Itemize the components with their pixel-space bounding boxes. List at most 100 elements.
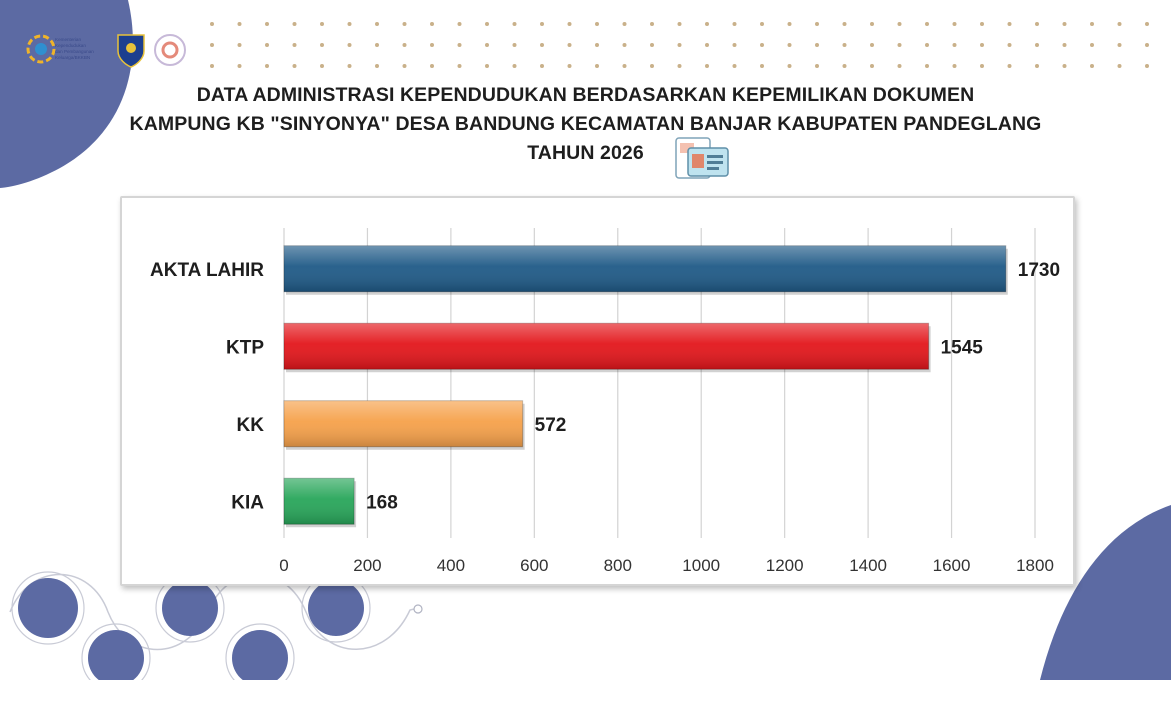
decor-dot (1062, 64, 1067, 68)
decor-dot (210, 64, 214, 68)
pandeglang-seal-icon (117, 34, 145, 68)
bar-highlight (284, 478, 355, 525)
category-label: KTP (226, 337, 264, 358)
decor-dot (732, 64, 737, 68)
decor-dot (1035, 64, 1039, 68)
decor-dot (650, 64, 654, 68)
category-label: AKTA LAHIR (150, 260, 264, 281)
decor-dot (540, 22, 544, 26)
decor-dot (1145, 22, 1149, 26)
decor-dot (237, 22, 242, 26)
decor-dot (980, 22, 984, 26)
decor-dot (567, 22, 572, 26)
decor-dot (430, 64, 434, 68)
decor-dot (375, 22, 379, 26)
decor-dot (1090, 43, 1094, 47)
decor-dot (375, 64, 379, 68)
decor-dot (430, 22, 434, 26)
kemendukbangga-logo-icon (26, 34, 56, 64)
decor-dot (265, 43, 269, 47)
decor-dot (760, 22, 764, 26)
decor-dot (512, 64, 517, 68)
x-tick-label: 800 (604, 556, 632, 575)
decor-dot (540, 64, 544, 68)
decor-dot (732, 22, 737, 26)
category-label: KIA (231, 492, 264, 513)
decor-dot (870, 43, 874, 47)
x-tick-label: 1000 (682, 556, 720, 575)
decor-dot (292, 64, 297, 68)
decor-dot (897, 43, 902, 47)
decor-dot (512, 22, 517, 26)
decor-dot (485, 43, 489, 47)
decor-dot (677, 22, 682, 26)
bar-chart: AKTA LAHIR 1730 KTP 1545 KK 572 KIA 168 0 200 400… (150, 228, 1060, 575)
decor-dot (210, 43, 214, 47)
decor-dot (292, 22, 297, 26)
decor-dot (925, 43, 929, 47)
x-tick-label: 1200 (766, 556, 804, 575)
decor-dot (1062, 43, 1067, 47)
decor-dot (980, 43, 984, 47)
decor-dot (842, 22, 847, 26)
chart-frame: AKTA LAHIR 1730 KTP 1545 KK 572 KIA 168 0 200 400… (120, 196, 1075, 586)
decor-dot (925, 64, 929, 68)
decor-dot (1090, 64, 1094, 68)
decor-dot (1117, 43, 1122, 47)
decor-dot (732, 43, 737, 47)
decor-dot (567, 43, 572, 47)
bar-highlight (284, 323, 929, 370)
x-tick-label: 1400 (849, 556, 887, 575)
decor-dot (512, 43, 517, 47)
decor-dot (485, 64, 489, 68)
corner-shape-bottom-right (1040, 505, 1171, 680)
decor-dot (1062, 22, 1067, 26)
decor-dot (402, 64, 407, 68)
decor-dot (1145, 43, 1149, 47)
decor-dot (787, 22, 792, 26)
decor-dot (952, 22, 957, 26)
bar-highlight (284, 245, 1006, 292)
document-cards-icon (675, 137, 729, 179)
category-label: KK (237, 415, 265, 436)
decor-dot (760, 64, 764, 68)
decor-dot (705, 43, 709, 47)
decor-dot (237, 64, 242, 68)
logo-caption: Kementerian Kependudukan dan Pembangunan… (55, 37, 125, 61)
decor-dot (210, 22, 214, 26)
decor-dot (705, 22, 709, 26)
decor-dot (705, 64, 709, 68)
decor-dot (320, 43, 324, 47)
logo-caption-line: Kependudukan (55, 43, 86, 48)
decor-dot (265, 64, 269, 68)
data-label: 1545 (941, 337, 984, 358)
data-label: 572 (535, 415, 567, 436)
decor-dot (650, 43, 654, 47)
decor-dot (457, 22, 462, 26)
decor-dot (980, 64, 984, 68)
x-tick-label: 600 (520, 556, 548, 575)
decor-dot (870, 22, 874, 26)
decor-dot (430, 43, 434, 47)
decor-dot (347, 22, 352, 26)
decor-dot (1007, 43, 1012, 47)
decor-dot (870, 64, 874, 68)
decor-dot (567, 64, 572, 68)
decor-dot (952, 64, 957, 68)
decor-dot (402, 22, 407, 26)
decor-dot (787, 64, 792, 68)
x-tick-label: 1600 (933, 556, 971, 575)
decor-dot (320, 22, 324, 26)
decor-dot (485, 22, 489, 26)
decor-dot (595, 22, 599, 26)
decor-dot (347, 64, 352, 68)
decor-dot (787, 43, 792, 47)
decor-dot (595, 43, 599, 47)
decor-dot (375, 43, 379, 47)
decor-dot (815, 22, 819, 26)
decor-dot (677, 43, 682, 47)
chart-title-line-1: DATA ADMINISTRASI KEPENDUDUKAN BERDASARK… (196, 84, 975, 106)
decor-dot (265, 22, 269, 26)
decor-dot (622, 64, 627, 68)
